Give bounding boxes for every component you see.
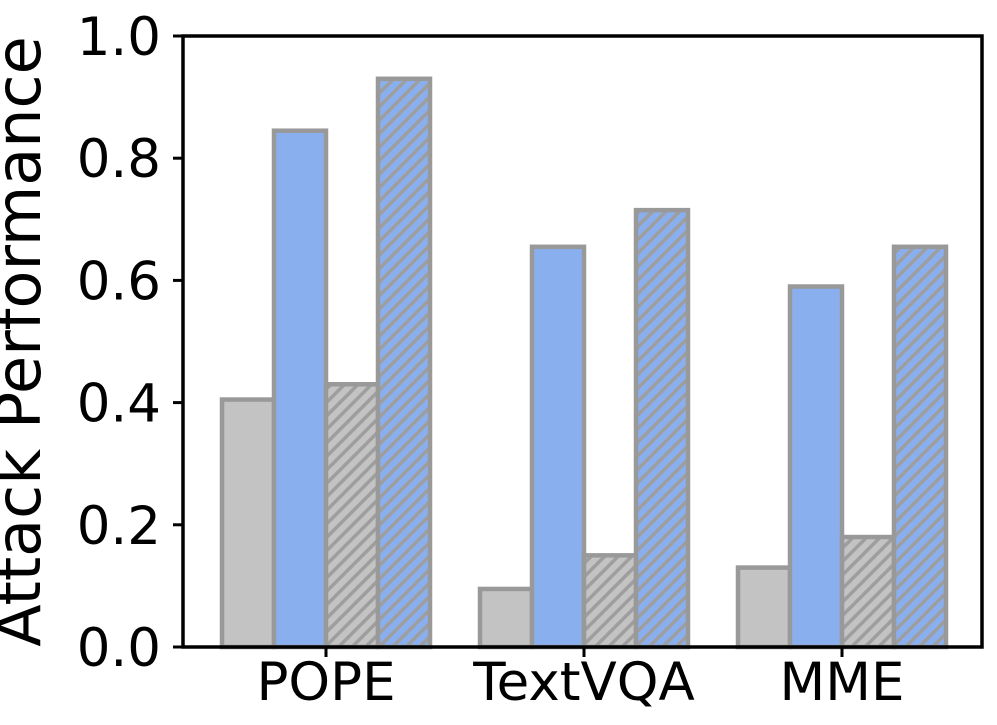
y-tick-label: 0.6 [77,251,161,312]
bar-gray-solid-mme [735,565,793,650]
y-tick-label: 1.0 [77,7,161,68]
bar-gray-solid-textvqa [477,586,535,650]
y-tick-label: 0.2 [77,496,161,557]
bar-blue-hatched-textvqa [633,207,691,650]
y-tick-label: 0.0 [77,618,161,679]
x-tick-label-textvqa: TextVQA [472,652,694,713]
y-tick-label: 0.4 [77,374,161,435]
bar-gray-hatched-pope [323,382,381,650]
x-tick-label-pope: POPE [256,652,395,713]
bar-gray-solid-pope [219,397,277,650]
bar-gray-hatched-textvqa [581,553,639,650]
y-axis-label: Attack Performance [0,36,55,647]
bar-blue-solid-pope [271,128,329,650]
bar-gray-hatched-mme [839,534,897,650]
bar-blue-solid-textvqa [529,244,587,650]
y-tick-label: 0.8 [77,129,161,190]
bar-blue-solid-mme [787,284,845,650]
x-tick-label-mme: MME [780,652,905,713]
bar-blue-hatched-mme [891,244,949,650]
bar-blue-hatched-pope [375,76,433,650]
